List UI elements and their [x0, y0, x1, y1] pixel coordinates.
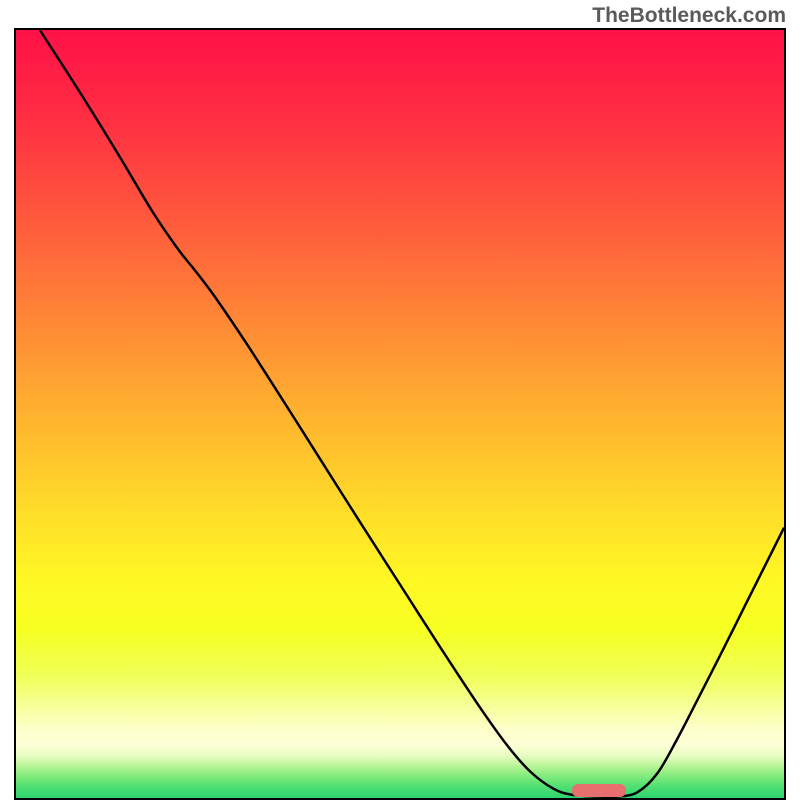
bottleneck-chart — [14, 28, 786, 800]
attribution-text: TheBottleneck.com — [592, 4, 786, 28]
bottleneck-curve — [16, 30, 784, 798]
optimal-marker — [572, 784, 626, 796]
